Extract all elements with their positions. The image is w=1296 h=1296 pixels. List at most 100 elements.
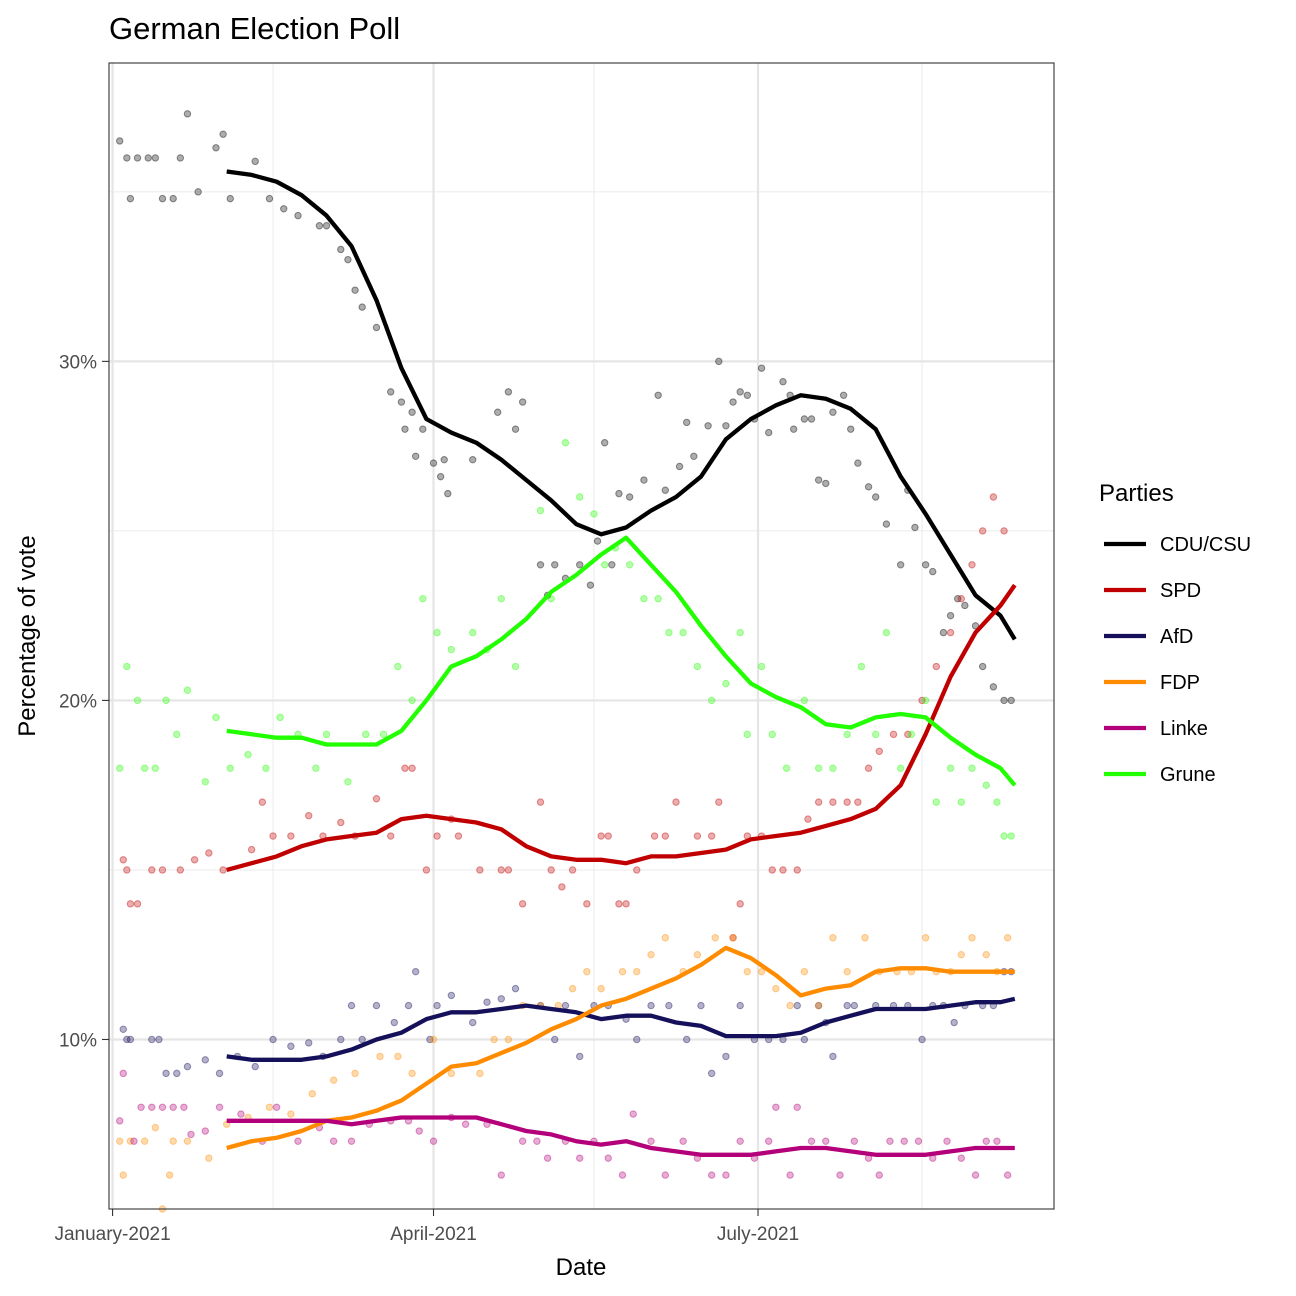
legend-label-afd: AfD (1160, 626, 1193, 648)
fdp-poll-point (376, 1052, 384, 1061)
linke-poll-point (886, 1137, 894, 1145)
fdp-poll-point (633, 967, 641, 976)
spd-poll-point (269, 832, 277, 840)
spd-poll-point (904, 730, 912, 739)
fdp-poll-point (568, 984, 577, 993)
y-tick-label: 30% (59, 352, 97, 373)
spd-poll-point (597, 832, 605, 840)
spd-poll-point (736, 900, 744, 908)
afd-poll-point (304, 1039, 313, 1047)
linke-poll-point (836, 1171, 844, 1179)
fdp-poll-point (921, 934, 930, 942)
fdp-poll-point (829, 934, 837, 942)
cdu-csu-poll-point (518, 398, 527, 406)
grune-poll-point (201, 778, 209, 786)
fdp-poll-point (982, 951, 990, 959)
legend-label-spd: SPD (1160, 580, 1201, 602)
cdu-csu-poll-point (1000, 696, 1008, 705)
grune-poll-point (362, 730, 370, 739)
grune-poll-point (722, 679, 730, 688)
cdu-csu-poll-point (675, 462, 684, 471)
legend: Parties CDU/CSU SPD AfD FDP Linke Grune (1099, 480, 1251, 786)
grune-poll-point (693, 662, 702, 671)
cdu-csu-poll-point (971, 622, 980, 630)
fdp-poll-point (151, 1123, 160, 1132)
cdu-csu-poll-point (429, 459, 438, 467)
fdp-poll-point (693, 951, 702, 959)
linke-poll-point (875, 1171, 883, 1179)
cdu-csu-poll-point (315, 222, 324, 230)
linke-poll-point (119, 1069, 127, 1078)
fdp-poll-point (757, 967, 766, 976)
cdu-csu-poll-point (722, 422, 730, 430)
cdu-csu-poll-point (158, 194, 167, 203)
spd-poll-point (622, 900, 630, 908)
fdp-poll-point (115, 1137, 124, 1145)
cdu-csu-poll-point (536, 561, 545, 569)
afd-poll-point (576, 1052, 584, 1061)
grune-poll-point (433, 628, 441, 637)
grune-poll-point (829, 764, 837, 772)
cdu-csu-poll-point (854, 459, 862, 467)
linke-poll-point (647, 1137, 655, 1145)
spd-poll-point (476, 866, 484, 874)
grune-poll-point (1007, 832, 1015, 840)
cdu-csu-poll-point (608, 561, 616, 569)
cdu-csu-poll-point (419, 425, 427, 433)
spd-poll-point (707, 832, 716, 840)
spd-poll-point (433, 832, 441, 840)
fdp-poll-point (583, 967, 591, 976)
linke-poll-point (294, 1137, 302, 1145)
fdp-poll-point (743, 967, 752, 976)
spd-poll-point (946, 628, 955, 637)
linke-poll-point (604, 1154, 612, 1162)
spd-poll-point (337, 818, 345, 827)
x-tick-label: July-2021 (717, 1224, 799, 1245)
grune-poll-point (447, 645, 456, 654)
fdp-trend-line (226, 945, 1015, 1151)
linke-poll-point (914, 1137, 923, 1145)
grune-poll-point (511, 662, 520, 671)
cdu-csu-poll-point (586, 581, 595, 589)
afd-poll-point (215, 1069, 224, 1078)
spd-poll-point (518, 900, 527, 908)
cdu-csu-poll-point (144, 154, 152, 162)
legend-title: Parties (1099, 480, 1174, 507)
grune-poll-point (140, 764, 149, 772)
cdu-csu-poll-point (871, 493, 880, 501)
grune-poll-point (665, 628, 673, 637)
spd-poll-point (422, 866, 431, 874)
cdu-csu-poll-point (358, 303, 366, 311)
grune-poll-point (679, 628, 687, 637)
cdu-csu-poll-point (176, 154, 185, 162)
spd-poll-point (119, 856, 127, 864)
cdu-csu-poll-point (896, 561, 905, 569)
spd-poll-point (583, 900, 591, 908)
spd-trend-line (226, 583, 1017, 872)
cdu-csu-poll-point (397, 398, 406, 406)
spd-poll-point (875, 747, 883, 755)
afd-poll-point (433, 1001, 441, 1010)
cdu-csu-poll-point (337, 245, 345, 254)
fdp-poll-point (711, 934, 719, 942)
spd-poll-point (633, 866, 641, 874)
fdp-poll-point (265, 1103, 274, 1111)
cdu-csu-poll-point (251, 157, 259, 166)
spd-poll-point (387, 832, 395, 840)
grune-poll-point (394, 662, 402, 671)
linke-poll-point (618, 1171, 627, 1179)
cdu-csu-poll-point (408, 408, 416, 416)
spd-poll-point (176, 866, 185, 874)
cdu-csu-poll-point (576, 561, 584, 569)
afd-poll-point (843, 1001, 851, 1010)
cdu-csu-poll-point (690, 452, 698, 461)
spd-poll-point (829, 798, 837, 806)
cdu-csu-poll-point (344, 255, 352, 264)
grune-poll-point (968, 764, 976, 772)
spd-poll-point (672, 798, 680, 806)
spd-poll-point (768, 866, 776, 874)
linke-poll-point (137, 1103, 145, 1111)
afd-poll-point (447, 991, 456, 1000)
